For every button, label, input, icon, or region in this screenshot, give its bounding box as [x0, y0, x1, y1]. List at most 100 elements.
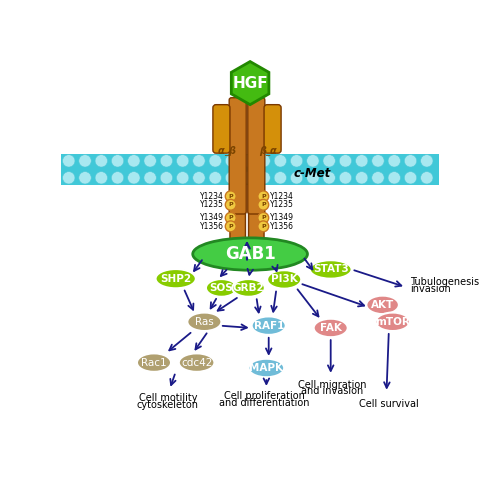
Circle shape [323, 154, 335, 167]
Circle shape [95, 154, 107, 167]
Circle shape [160, 172, 173, 184]
Circle shape [306, 172, 319, 184]
Circle shape [323, 172, 335, 184]
Circle shape [388, 172, 401, 184]
Text: Cell migration: Cell migration [298, 380, 366, 390]
Text: P: P [228, 194, 233, 199]
Text: P: P [261, 194, 265, 199]
Circle shape [225, 154, 238, 167]
Circle shape [355, 172, 368, 184]
Text: PI3K: PI3K [271, 274, 298, 284]
Circle shape [177, 154, 189, 167]
Text: Rac1: Rac1 [141, 358, 167, 368]
Circle shape [79, 154, 91, 167]
Text: and differentiation: and differentiation [219, 398, 309, 408]
Ellipse shape [137, 354, 171, 372]
Circle shape [62, 154, 75, 167]
FancyBboxPatch shape [230, 183, 245, 264]
Ellipse shape [366, 296, 399, 314]
Circle shape [144, 154, 156, 167]
Circle shape [111, 154, 124, 167]
Text: Y1235: Y1235 [270, 200, 294, 209]
Circle shape [258, 221, 269, 232]
Circle shape [372, 172, 384, 184]
Circle shape [193, 154, 205, 167]
Text: Y1349: Y1349 [200, 214, 224, 222]
Text: Y1356: Y1356 [200, 222, 224, 231]
Circle shape [242, 154, 254, 167]
Text: GRB2: GRB2 [233, 283, 264, 293]
Ellipse shape [252, 316, 286, 335]
Ellipse shape [310, 260, 352, 278]
Circle shape [209, 154, 222, 167]
Ellipse shape [187, 312, 222, 331]
FancyBboxPatch shape [213, 104, 230, 153]
Text: Y1234: Y1234 [270, 192, 294, 201]
Circle shape [258, 191, 269, 202]
Circle shape [355, 154, 368, 167]
Text: c-Met: c-Met [293, 168, 331, 180]
Ellipse shape [206, 279, 237, 297]
Text: Cell proliferation: Cell proliferation [224, 391, 305, 401]
Text: P: P [228, 202, 233, 207]
Circle shape [95, 172, 107, 184]
Text: α: α [269, 146, 276, 156]
Text: _: _ [224, 147, 228, 156]
Circle shape [144, 172, 156, 184]
Circle shape [225, 200, 236, 210]
Circle shape [405, 154, 417, 167]
Ellipse shape [314, 318, 348, 337]
FancyBboxPatch shape [229, 98, 246, 214]
Text: FAK: FAK [320, 323, 342, 333]
Circle shape [372, 154, 384, 167]
Circle shape [193, 172, 205, 184]
Text: P: P [228, 224, 233, 229]
Ellipse shape [248, 359, 284, 377]
Ellipse shape [193, 238, 307, 270]
Ellipse shape [156, 269, 196, 288]
Circle shape [209, 172, 222, 184]
Text: cytoskeleton: cytoskeleton [137, 400, 199, 410]
Text: and invasion: and invasion [301, 386, 364, 396]
Text: STAT3: STAT3 [313, 264, 348, 274]
Text: α: α [218, 146, 225, 156]
Text: SHP2: SHP2 [160, 274, 191, 283]
Text: β: β [228, 146, 235, 156]
Text: _: _ [265, 147, 269, 156]
Circle shape [290, 154, 303, 167]
Bar [61, 154, 439, 184]
Circle shape [111, 172, 124, 184]
Text: HGF: HGF [232, 76, 268, 90]
Text: Y1349: Y1349 [270, 214, 294, 222]
Polygon shape [231, 62, 269, 104]
Circle shape [258, 154, 270, 167]
Text: RAF1: RAF1 [253, 320, 284, 330]
Text: P: P [261, 202, 265, 207]
Ellipse shape [232, 279, 265, 297]
Circle shape [274, 172, 286, 184]
Text: Y1234: Y1234 [200, 192, 224, 201]
Circle shape [258, 200, 269, 210]
Text: SOS: SOS [209, 283, 233, 293]
Ellipse shape [376, 312, 410, 331]
Text: P: P [261, 224, 265, 229]
Text: mTOR: mTOR [375, 317, 410, 327]
Text: Cell motility: Cell motility [139, 394, 197, 404]
Circle shape [225, 191, 236, 202]
Circle shape [274, 154, 286, 167]
Circle shape [225, 172, 238, 184]
Text: MAPK: MAPK [249, 363, 284, 373]
Circle shape [421, 172, 433, 184]
Circle shape [79, 172, 91, 184]
Circle shape [225, 212, 236, 223]
Text: Ras: Ras [195, 317, 214, 327]
Ellipse shape [179, 354, 214, 372]
FancyBboxPatch shape [248, 183, 264, 264]
Circle shape [388, 154, 401, 167]
Ellipse shape [267, 270, 301, 288]
Text: Y1235: Y1235 [200, 200, 224, 209]
Text: Y1356: Y1356 [270, 222, 294, 231]
Circle shape [290, 172, 303, 184]
Circle shape [128, 172, 140, 184]
Circle shape [339, 154, 352, 167]
